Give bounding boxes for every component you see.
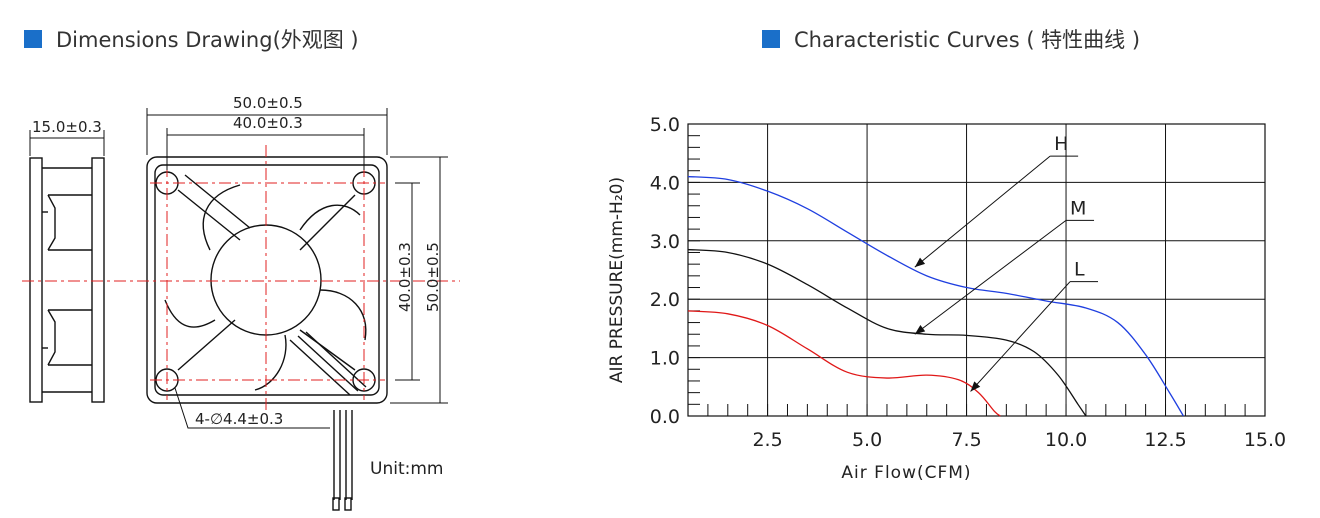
y-axis-label: AIR PRESSURE(mm-H₂0) (607, 177, 627, 383)
curves-title-text: Characteristic Curves ( 特性曲线 ) (794, 28, 1141, 52)
fan-dimensions-drawing: 50.0±0.5 40.0±0.3 15.0±0.3 4-∅4.4±0.3 40… (22, 94, 460, 511)
fan-side-view (29, 157, 105, 403)
curves-section-title: Characteristic Curves ( 特性曲线 ) (762, 24, 1140, 54)
y-tick-label: 2.0 (650, 289, 680, 311)
dimensions-title-text: Dimensions Drawing(外观图 ) (56, 28, 359, 52)
dim-outer-width: 50.0±0.5 (233, 94, 303, 112)
dim-hole-pitch-v: 40.0±0.3 (396, 242, 414, 312)
dim-outer-height: 50.0±0.5 (424, 242, 442, 312)
y-tick-label: 5.0 (650, 114, 680, 136)
blue-square-icon (762, 30, 780, 48)
x-tick-label: 12.5 (1144, 429, 1186, 451)
series-label-m: M (1070, 197, 1086, 219)
blue-square-icon (24, 30, 42, 48)
x-axis-label: Air Flow(CFM) (841, 463, 971, 483)
series-label-h: H (1054, 133, 1068, 155)
x-tick-label: 15.0 (1244, 429, 1286, 451)
leader-line-h (914, 155, 1051, 268)
dimension-lines (29, 108, 448, 429)
chart-labels: 2.5 5.0 7.5 10.0 12.5 15.0 0.0 1.0 2.0 3.0 4.0 5.0 A… (607, 114, 1286, 483)
x-tick-label: 7.5 (951, 429, 981, 451)
x-tick-label: 5.0 (852, 429, 882, 451)
leader-line-m (914, 219, 1067, 335)
series-label-l: L (1074, 259, 1085, 281)
series-line-m (687, 248, 1087, 417)
y-tick-label: 3.0 (650, 231, 680, 253)
chart-series (687, 155, 1184, 417)
fan-front-view (146, 156, 388, 511)
y-tick-label: 0.0 (650, 406, 680, 428)
dim-thickness: 15.0±0.3 (32, 118, 102, 136)
leader-line-l (970, 281, 1071, 392)
series-line-l (687, 310, 1001, 417)
plot-frame (687, 123, 1266, 417)
series-line-h (687, 175, 1184, 417)
chart-grid (687, 123, 1266, 417)
leader-arrow-l (970, 381, 981, 392)
leader-arrow-m (914, 325, 926, 335)
leader-arrow-h (914, 257, 926, 268)
dim-holes: 4-∅4.4±0.3 (195, 410, 283, 428)
centre-lines (22, 145, 460, 415)
chart-ticks (688, 123, 1246, 417)
unit-label: Unit:mm (370, 459, 443, 479)
x-tick-label: 2.5 (752, 429, 782, 451)
y-tick-label: 1.0 (650, 348, 680, 370)
dim-hole-pitch-h: 40.0±0.3 (233, 114, 303, 132)
x-tick-label: 10.0 (1045, 429, 1087, 451)
y-tick-label: 4.0 (650, 172, 680, 194)
dimensions-section-title: Dimensions Drawing(外观图 ) (24, 24, 359, 54)
